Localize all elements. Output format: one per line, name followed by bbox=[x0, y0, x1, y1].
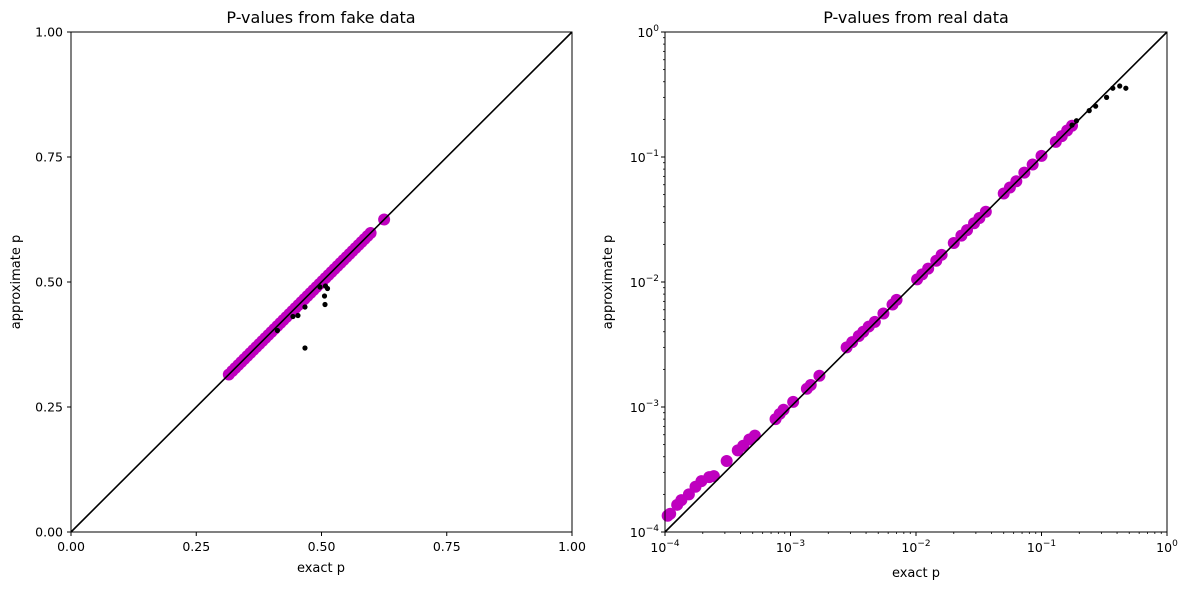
chart-left-point-small bbox=[322, 301, 328, 308]
chart-left-xtick-label: 0.25 bbox=[182, 539, 210, 554]
chart-left-ylabel: approximate p bbox=[9, 235, 24, 330]
chart-right-point-large bbox=[804, 378, 817, 391]
chart-left-ytick-label: 1.00 bbox=[35, 25, 63, 40]
chart-right-point-large bbox=[720, 454, 733, 467]
chart-right-point-small bbox=[1086, 108, 1092, 114]
chart-right-ylabel: approximate p bbox=[601, 235, 616, 330]
chart-right-yticks: 10−4 10−3 10−2 10−1 100 bbox=[630, 24, 665, 540]
chart-left-xticks: 0.00 0.25 0.50 0.75 1.00 bbox=[57, 532, 586, 554]
chart-left-point-small bbox=[324, 285, 331, 292]
chart-right-point-large bbox=[707, 470, 720, 483]
chart-left-xtick-label: 0.75 bbox=[433, 539, 461, 554]
chart-right-xtick-label: 10−2 bbox=[901, 539, 930, 555]
chart-left-ytick-label: 0.50 bbox=[35, 275, 63, 290]
chart-left-ytick-label: 0.25 bbox=[35, 400, 63, 415]
chart-left-xtick-label: 0.50 bbox=[308, 539, 336, 554]
chart-right-point-small bbox=[1123, 85, 1129, 91]
chart-right-xtick-label: 100 bbox=[1156, 539, 1178, 555]
chart-right-title: P-values from real data bbox=[823, 8, 1009, 27]
chart-right-point-large bbox=[890, 293, 903, 306]
chart-right-ytick-label: 100 bbox=[637, 24, 659, 40]
chart-right-point-large bbox=[1026, 158, 1039, 171]
chart-right-point-small bbox=[1103, 94, 1110, 100]
chart-right-ytick-label: 10−3 bbox=[630, 399, 659, 415]
chart-right-xtick-label: 10−1 bbox=[1027, 539, 1056, 555]
chart-left-point-small bbox=[290, 313, 296, 320]
chart-right-point-large bbox=[947, 237, 960, 250]
chart-right-xtick-label: 10−4 bbox=[650, 539, 679, 555]
chart-left-xlabel: exact p bbox=[297, 561, 345, 576]
chart-left-yticks: 0.00 0.25 0.50 0.75 1.00 bbox=[35, 25, 71, 540]
chart-left-ytick-label: 0.00 bbox=[35, 525, 63, 540]
chart-right-ytick-label: 10−4 bbox=[630, 524, 659, 540]
chart-right-xlabel: exact p bbox=[892, 566, 940, 581]
chart-left-point-small bbox=[302, 345, 308, 351]
chart-left-point-small bbox=[302, 304, 308, 310]
chart-right-point-large bbox=[935, 248, 948, 261]
chart-right: P-values from real data 10−4 10−3 10−2 10−1… bbox=[601, 8, 1178, 581]
chart-left-xtick-label: 0.00 bbox=[57, 539, 85, 554]
chart-right-ytick-label: 10−1 bbox=[630, 149, 659, 165]
chart-right-point-large bbox=[813, 369, 826, 382]
chart-right-xticks: 10−4 10−3 10−2 10−1 100 bbox=[650, 532, 1178, 555]
chart-left-title: P-values from fake data bbox=[226, 8, 415, 27]
chart-right-point-small bbox=[1117, 83, 1123, 89]
chart-left: P-values from fake data 0.00 0.25 0.50 0.75… bbox=[9, 8, 586, 576]
chart-right-reference-line bbox=[664, 31, 1168, 533]
chart-left-xtick-label: 1.00 bbox=[558, 539, 586, 554]
chart-right-point-large bbox=[748, 429, 761, 442]
chart-right-point-large bbox=[777, 403, 790, 416]
chart-left-point-small bbox=[321, 293, 328, 299]
chart-right-point-small bbox=[1073, 118, 1080, 124]
chart-right-point-large bbox=[922, 262, 935, 275]
chart-right-xtick-label: 10−3 bbox=[776, 539, 805, 555]
chart-right-ytick-label: 10−2 bbox=[630, 274, 659, 290]
chart-right-point-large bbox=[1018, 166, 1031, 179]
chart-left-reference-line bbox=[70, 31, 573, 533]
chart-left-point-small bbox=[295, 312, 301, 319]
chart-left-point-small bbox=[274, 327, 281, 334]
chart-right-point-large bbox=[787, 395, 800, 408]
chart-right-point-large bbox=[868, 315, 881, 328]
chart-left-ytick-label: 0.75 bbox=[35, 150, 63, 165]
chart-right-point-large bbox=[664, 507, 677, 520]
